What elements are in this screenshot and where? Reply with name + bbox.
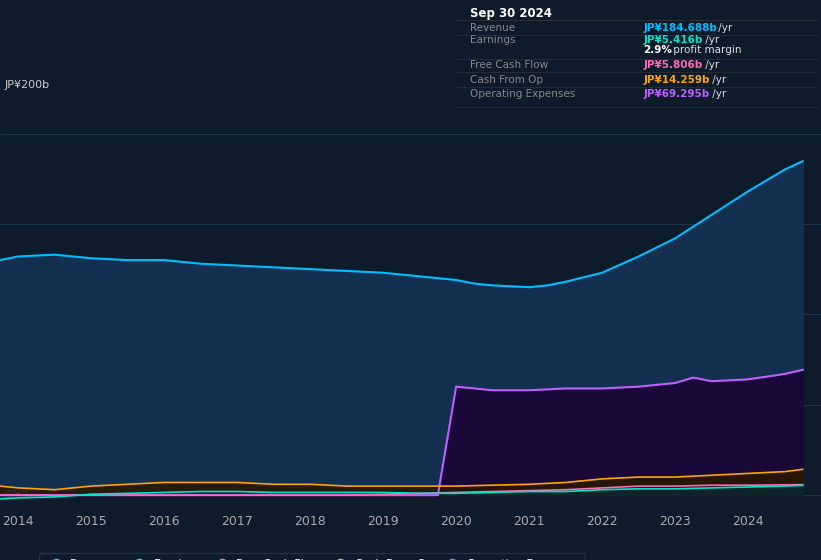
Text: 2.9%: 2.9% [644,45,672,55]
Text: JP¥14.259b: JP¥14.259b [644,74,710,85]
Text: Earnings: Earnings [470,35,516,45]
Text: JP¥5.806b: JP¥5.806b [644,60,703,70]
Text: JP¥0: JP¥0 [4,489,28,500]
Text: /yr: /yr [715,23,732,33]
Text: JP¥200b: JP¥200b [4,80,49,90]
Text: JP¥69.295b: JP¥69.295b [644,90,709,100]
Text: Cash From Op: Cash From Op [470,74,544,85]
Text: /yr: /yr [709,90,726,100]
Text: Operating Expenses: Operating Expenses [470,90,576,100]
Text: /yr: /yr [702,35,719,45]
Text: profit margin: profit margin [669,45,741,55]
Text: /yr: /yr [709,74,726,85]
Legend: Revenue, Earnings, Free Cash Flow, Cash From Op, Operating Expenses: Revenue, Earnings, Free Cash Flow, Cash … [39,553,585,560]
Text: JP¥184.688b: JP¥184.688b [644,23,718,33]
Text: Revenue: Revenue [470,23,516,33]
Text: JP¥5.416b: JP¥5.416b [644,35,703,45]
Text: /yr: /yr [702,60,719,70]
Text: Free Cash Flow: Free Cash Flow [470,60,548,70]
Text: Sep 30 2024: Sep 30 2024 [470,7,552,20]
